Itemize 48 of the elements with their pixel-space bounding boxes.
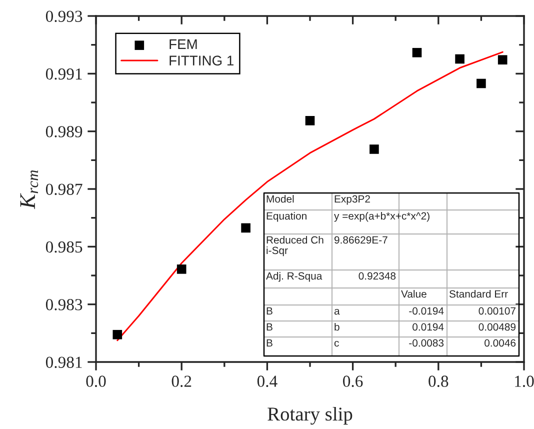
x-axis-title: Rotary slip — [268, 406, 352, 425]
point — [412, 48, 422, 58]
x-tick-label: 0.4 — [257, 376, 278, 387]
annotation: y =exp(a+b*x+c*x^2) — [334, 212, 430, 222]
annotation: Equation — [266, 212, 306, 222]
point — [455, 54, 464, 64]
annotation: Exp3P2 — [334, 195, 370, 205]
annotation: Value — [401, 290, 426, 298]
point — [370, 144, 379, 154]
annotation: B — [266, 323, 272, 331]
y-tick-label: 0.987 — [46, 184, 82, 196]
annotation: 0.00107 — [478, 307, 516, 315]
point — [498, 55, 508, 64]
y-tick-label: 0.991 — [46, 68, 82, 80]
annotation: 0.0046 — [484, 339, 516, 347]
y-tick-label: 0.983 — [46, 299, 82, 310]
y-tick-label: 0.989 — [46, 126, 82, 138]
annotation: b — [334, 323, 340, 331]
annotation: c — [334, 340, 339, 347]
x-tick-label: 1.0 — [515, 376, 534, 387]
annotation: Standard Err — [449, 290, 508, 298]
annotation: 9.86629E-7 — [334, 236, 388, 244]
y-axis-title: K$_{rcm}$ — [20, 170, 38, 210]
point — [241, 223, 250, 233]
x-tick-label: 0.2 — [172, 376, 192, 387]
annotation: 0.00489 — [478, 323, 516, 331]
y-tick-label: 0.981 — [46, 356, 82, 368]
legend-label: FEM — [170, 39, 197, 49]
annotation: a — [334, 308, 340, 315]
annotation: Model — [266, 195, 294, 203]
point — [112, 330, 122, 340]
annotation: 0.0194 — [412, 323, 444, 331]
annotation: 0.92348 — [358, 272, 396, 280]
x-tick-label: 0.0 — [86, 376, 106, 387]
y-tick-label: 0.985 — [46, 241, 82, 253]
annotation: -0.0194 — [409, 307, 444, 315]
annotation: B — [266, 339, 272, 347]
annotation: Reduced Ch i-Sqr — [266, 236, 324, 256]
point — [305, 116, 315, 126]
x-tick-label: 0.6 — [343, 376, 363, 387]
point — [476, 78, 486, 88]
annotation: -0.0083 — [409, 339, 444, 347]
annotation: B — [266, 307, 272, 315]
legend-label: FITTING 1 — [170, 56, 234, 66]
x-tick-label: 0.8 — [428, 376, 448, 387]
y-tick-label: 0.993 — [46, 10, 82, 22]
point — [176, 264, 186, 274]
annotation: Adj. R-Squa — [266, 272, 322, 282]
